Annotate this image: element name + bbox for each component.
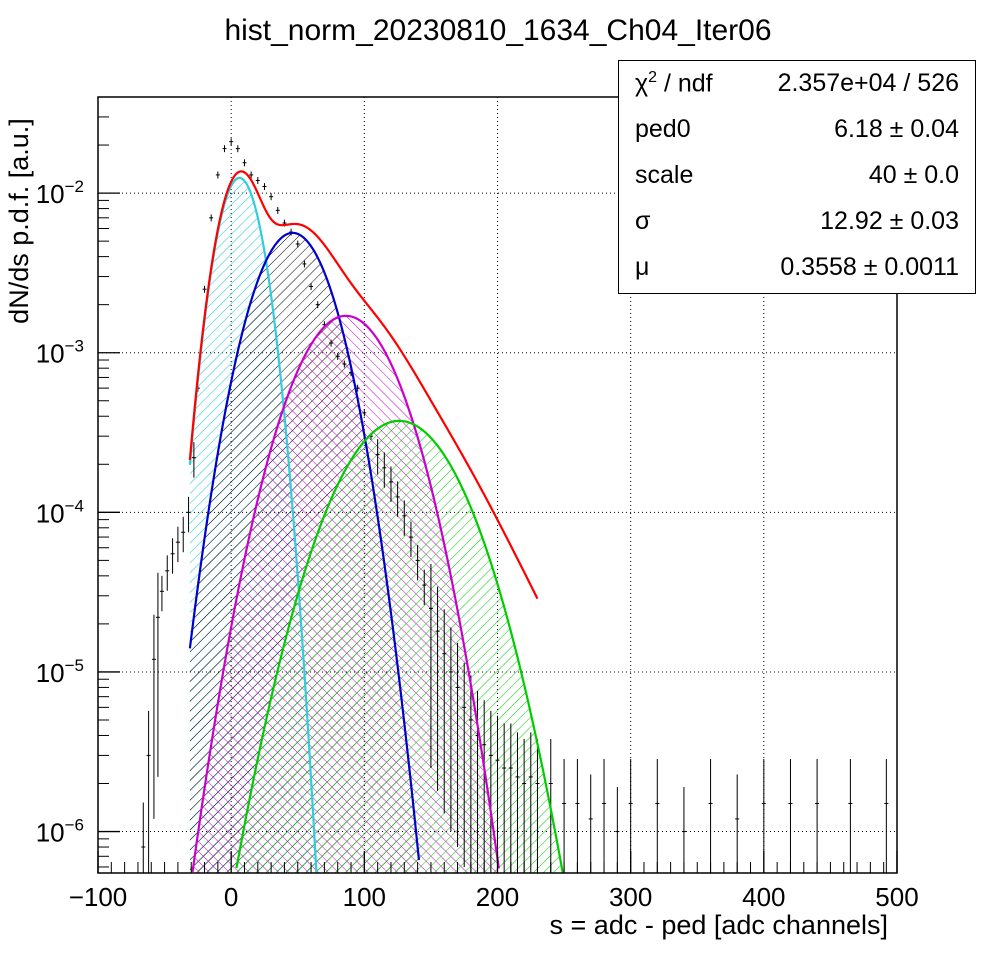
chart-title: hist_norm_20230810_1634_Ch04_Iter06: [224, 14, 772, 47]
x-tick-label: 400: [742, 882, 785, 912]
x-tick-label: 300: [609, 882, 652, 912]
stats-value: 40 ± 0.0: [868, 161, 959, 189]
component-curve-3: [235, 419, 564, 873]
x-tick-label: 200: [476, 882, 519, 912]
stats-value: 12.92 ± 0.03: [820, 207, 959, 235]
stats-row-scale: scale 40 ± 0.0: [619, 153, 975, 199]
data-points: [141, 138, 889, 873]
stats-row-chi2: χ2 / ndf 2.357e+04 / 526: [619, 61, 975, 107]
x-axis-label: s = adc - ped [adc channels]: [549, 910, 888, 940]
fit-total-curve: [188, 170, 539, 600]
y-axis-ticks: 10−6 10−5 10−4 10−3 10−2: [36, 96, 120, 868]
y-tick-label: 10−2: [36, 177, 84, 209]
x-tick-label: 500: [875, 882, 918, 912]
y-tick-label: 10−4: [36, 496, 84, 528]
y-tick-label: 10−3: [36, 337, 84, 369]
stats-row-sigma: σ 12.92 ± 0.03: [619, 199, 975, 245]
x-axis-ticks: −100 0 100 200 300 400 500: [69, 851, 919, 912]
fit-stats-box: χ2 / ndf 2.357e+04 / 526 ped0 6.18 ± 0.0…: [618, 60, 976, 294]
x-tick-label: 0: [224, 882, 238, 912]
y-tick-label: 10−5: [36, 656, 84, 688]
y-tick-label: 10−6: [36, 816, 84, 848]
stats-key: scale: [635, 161, 694, 189]
stats-value: 0.3558 ± 0.0011: [780, 253, 959, 281]
stats-row-mu: μ 0.3558 ± 0.0011: [619, 245, 975, 291]
x-tick-label: −100: [69, 882, 128, 912]
stats-key: μ: [635, 253, 650, 281]
y-axis-label: dN/ds p.d.f. [a.u.]: [4, 118, 34, 324]
x-tick-label: 100: [343, 882, 386, 912]
stats-value: 6.18 ± 0.04: [834, 115, 959, 143]
stats-row-ped0: ped0 6.18 ± 0.04: [619, 107, 975, 153]
component-curve-2: [191, 314, 500, 873]
stats-key: σ: [635, 207, 651, 235]
fit-curves: [188, 170, 564, 873]
component-curve-1: [188, 231, 421, 861]
stats-value: 2.357e+04 / 526: [777, 69, 959, 97]
component-fills: [189, 177, 563, 874]
stats-key: ped0: [635, 115, 691, 143]
stats-key: χ2 / ndf: [635, 69, 713, 98]
